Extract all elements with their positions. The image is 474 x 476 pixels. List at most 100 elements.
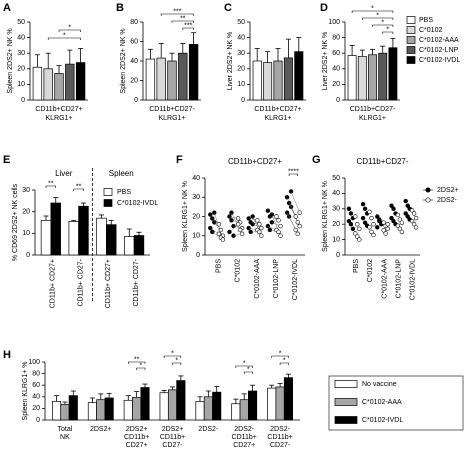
dot: [381, 220, 386, 225]
y-tick-label: 20: [332, 221, 340, 228]
dot: [297, 210, 302, 215]
x-tick-label: C*0102-LNP: [273, 259, 280, 299]
x-tick-label: C*0102: [235, 259, 242, 282]
pair-line: [214, 222, 224, 236]
significance-label: *: [247, 366, 250, 373]
significance-bracket: [73, 188, 84, 191]
y-axis-label: Spleen 2DS2+ NK %: [120, 28, 127, 93]
x-tick-label: C*0102: [367, 259, 374, 282]
x-tick-label: CD11b+: [124, 434, 149, 441]
bar: [188, 44, 199, 101]
y-tick-label: 60: [130, 38, 138, 45]
y-tick-label: 80: [32, 370, 40, 377]
y-axis-label: Liver 2DS2+ NK %: [322, 32, 329, 91]
legend-label: PBS: [419, 17, 433, 24]
legend-swatch: [334, 416, 358, 424]
legend-label: PBS: [117, 189, 131, 196]
dot: [360, 201, 366, 207]
dot: [362, 220, 368, 225]
dot: [295, 220, 300, 225]
bar: [43, 68, 53, 101]
bar: [275, 386, 285, 421]
dot: [405, 214, 410, 219]
dot: [377, 217, 382, 222]
bar: [75, 62, 86, 101]
significance-label: *: [175, 357, 178, 364]
significance-bracket: [171, 20, 194, 23]
dot: [360, 215, 366, 221]
panel-letter: H: [3, 349, 11, 361]
dot: [276, 218, 281, 223]
bar: [167, 389, 178, 421]
significance-bracket: [372, 24, 394, 27]
pair-line: [231, 212, 241, 231]
significance-bracket: [182, 27, 194, 30]
dot: [409, 208, 415, 213]
bar: [60, 403, 70, 421]
dot: [237, 227, 243, 233]
y-tick-label: 60: [32, 382, 40, 389]
dot: [391, 218, 396, 224]
bar: [65, 63, 75, 101]
x-tick-label: NK: [60, 434, 70, 441]
y-tick-label: 10: [237, 81, 245, 88]
y-tick-label: 100: [28, 359, 40, 366]
dot: [385, 226, 390, 232]
significance-bracket: [351, 10, 394, 13]
legend-label: 2DS2-: [437, 197, 458, 204]
legend-swatch: [103, 188, 113, 196]
x-tick-label: CD11b+ CD27-: [77, 258, 84, 306]
bar: [96, 217, 107, 256]
dot: [274, 214, 279, 219]
y-tick-label: 20: [17, 66, 25, 73]
legend-swatch: [406, 36, 416, 44]
bar: [252, 60, 262, 101]
dot: [350, 226, 356, 232]
dot: [391, 206, 396, 212]
dot: [353, 214, 358, 219]
y-tick-label: 20: [332, 81, 340, 88]
dot: [395, 212, 401, 218]
y-tick-label: 50: [332, 175, 340, 182]
legend-swatch: [406, 46, 416, 54]
y-tick-label: 10: [192, 233, 200, 240]
bar: [159, 392, 169, 421]
panel-letter: D: [320, 2, 328, 14]
bar: [133, 235, 145, 256]
dot: [399, 220, 405, 225]
dot: [399, 229, 405, 235]
y-tick-label: 60: [332, 50, 340, 57]
y-tick-label: 20: [237, 66, 245, 73]
y-tick-label: 0: [134, 97, 138, 104]
dot: [355, 234, 360, 239]
significance-label: *: [68, 24, 71, 31]
significance-label: *: [381, 19, 384, 26]
dot: [395, 223, 401, 228]
group-label: Spleen: [109, 169, 134, 178]
significance-label: **: [134, 356, 140, 363]
y-axis-label: Spleen KLRG1+ NK %: [182, 181, 189, 252]
x-tick-label: CD11b+: [232, 434, 257, 441]
panel-title: CD11b+CD27+: [228, 157, 282, 166]
dot: [346, 206, 352, 212]
x-tick-label: PBS: [215, 259, 222, 273]
dot: [218, 227, 224, 233]
significance-label: *: [283, 357, 286, 364]
bar: [388, 47, 398, 101]
bar: [68, 395, 78, 421]
y-tick-label: 30: [17, 50, 25, 57]
legend-swatch: [334, 398, 358, 406]
panel-letter: G: [312, 154, 321, 166]
bar: [347, 55, 357, 101]
dot: [357, 226, 362, 232]
y-tick-label: 10: [332, 236, 340, 243]
x-axis-label: KLRG1+: [359, 115, 386, 122]
x-tick-label: C*0102-AAA: [254, 259, 261, 299]
dot: [295, 231, 300, 237]
x-axis-label: KLRG1+: [264, 115, 291, 122]
bar: [248, 390, 258, 421]
legend-swatch: [406, 56, 416, 64]
y-tick-label: 0: [21, 97, 25, 104]
y-tick-label: 40: [237, 34, 245, 41]
